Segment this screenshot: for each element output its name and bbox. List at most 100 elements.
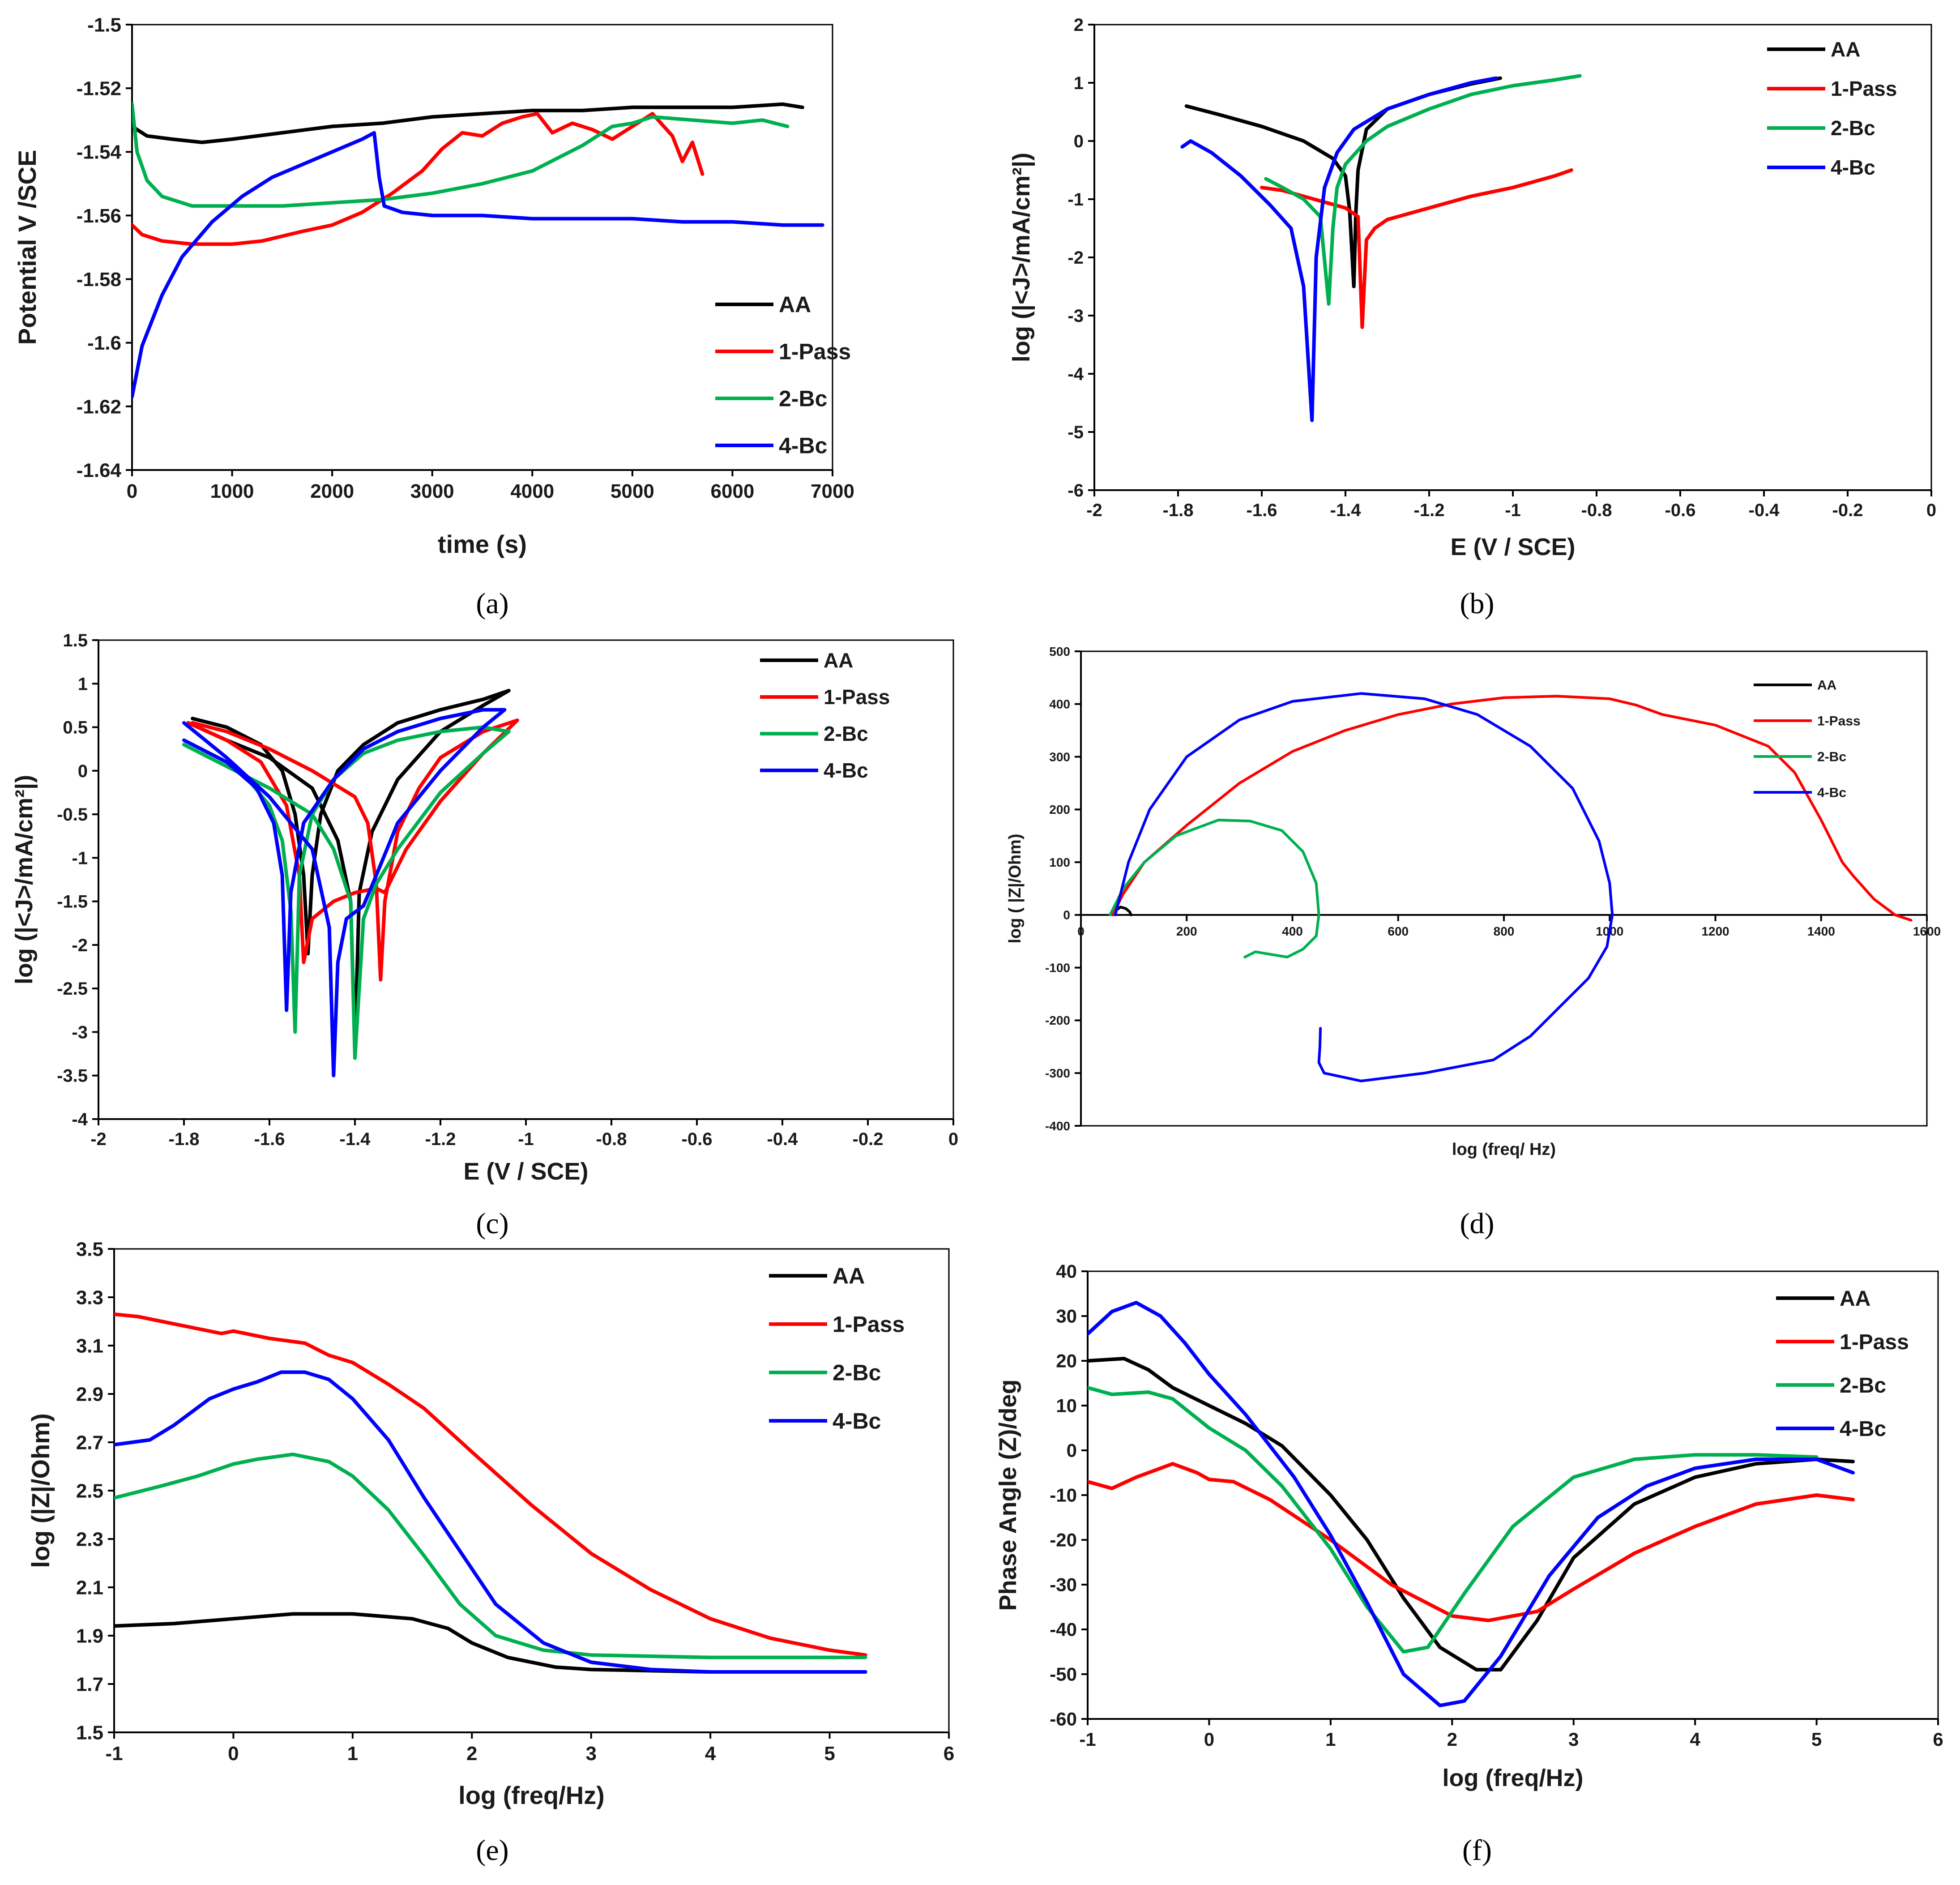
x-tick-label: 1000 bbox=[210, 480, 254, 502]
legend-label: 2-Bc bbox=[824, 722, 868, 745]
y-tick-label: -4 bbox=[1068, 364, 1084, 384]
series-line-1-pass bbox=[1111, 695, 1913, 922]
x-tick-label: 5 bbox=[824, 1743, 835, 1765]
panel-caption: (b) bbox=[1460, 587, 1495, 620]
x-tick-label: 3 bbox=[1568, 1729, 1579, 1750]
y-tick-label: 2.1 bbox=[76, 1577, 103, 1599]
x-tick-label: 0 bbox=[1077, 924, 1085, 938]
y-tick-label: 1.5 bbox=[76, 1722, 103, 1744]
series-line-4-bc bbox=[114, 1370, 867, 1674]
y-tick-label: 3.3 bbox=[76, 1287, 103, 1308]
plot-frame bbox=[1093, 24, 1932, 491]
legend-label: 1-Pass bbox=[779, 339, 851, 364]
legend-label: AA bbox=[1840, 1287, 1870, 1311]
y-tick-label: 0 bbox=[78, 761, 88, 781]
x-tick-label: -1 bbox=[1505, 500, 1521, 520]
y-tick-label: -40 bbox=[1050, 1619, 1077, 1640]
y-tick-label: 0 bbox=[1074, 132, 1084, 151]
x-tick-label: -1.8 bbox=[169, 1129, 200, 1149]
y-tick-label: 1 bbox=[78, 674, 88, 694]
legend-label: 4-Bc bbox=[779, 433, 827, 458]
y-tick-label: -2 bbox=[72, 936, 88, 955]
series-line-aa bbox=[114, 1612, 867, 1674]
y-tick-label: -4 bbox=[72, 1110, 88, 1129]
y-axis-title: log ( |Z|/Ohm) bbox=[1006, 834, 1025, 944]
y-tick-label: 1.7 bbox=[76, 1673, 103, 1695]
y-tick-label: 1 bbox=[1074, 73, 1084, 93]
x-tick-label: 2 bbox=[1447, 1729, 1457, 1750]
legend-label: 1-Pass bbox=[1840, 1330, 1909, 1354]
y-tick-label: -3.5 bbox=[57, 1066, 88, 1086]
series-line-2-bc bbox=[1088, 1386, 1819, 1654]
x-tick-label: -1 bbox=[1079, 1729, 1096, 1750]
legend-label: 2-Bc bbox=[779, 386, 827, 411]
series-line-4-bc bbox=[132, 131, 824, 399]
y-tick-label: 200 bbox=[1049, 803, 1070, 816]
series-line-4-bc bbox=[1088, 1301, 1855, 1707]
x-tick-label: 1 bbox=[347, 1743, 358, 1765]
y-tick-label: 40 bbox=[1056, 1261, 1077, 1282]
y-tick-label: -30 bbox=[1050, 1574, 1077, 1595]
legend-label: 2-Bc bbox=[1817, 750, 1846, 765]
y-tick-label: -1.64 bbox=[77, 459, 122, 481]
y-tick-label: 10 bbox=[1056, 1395, 1077, 1416]
x-tick-label: 600 bbox=[1388, 924, 1409, 938]
y-tick-label: -1.54 bbox=[77, 141, 122, 163]
x-tick-label: 5 bbox=[1811, 1729, 1822, 1750]
y-tick-label: 30 bbox=[1056, 1306, 1077, 1327]
panel-caption: (c) bbox=[476, 1207, 508, 1240]
y-tick-label: -50 bbox=[1050, 1664, 1077, 1685]
y-tick-label: 20 bbox=[1056, 1351, 1077, 1372]
x-tick-label: 5000 bbox=[611, 480, 654, 502]
y-tick-label: -1.52 bbox=[77, 78, 121, 100]
series-line-2-bc bbox=[132, 102, 790, 208]
y-tick-label: -3 bbox=[72, 1022, 88, 1042]
y-tick-label: -1.56 bbox=[77, 205, 121, 227]
x-tick-label: 2 bbox=[466, 1743, 477, 1765]
x-tick-label: 0 bbox=[1926, 500, 1936, 520]
y-tick-label: 0.5 bbox=[63, 718, 88, 738]
plot-frame bbox=[113, 1248, 950, 1733]
x-tick-label: 1 bbox=[1325, 1729, 1336, 1750]
x-tick-label: 7000 bbox=[811, 480, 854, 502]
y-tick-label: 1.5 bbox=[63, 631, 88, 650]
legend-label: 2-Bc bbox=[1831, 116, 1875, 140]
y-tick-label: -1 bbox=[72, 848, 88, 868]
series-line-aa bbox=[186, 688, 511, 1051]
x-tick-label: -0.8 bbox=[1581, 500, 1612, 520]
x-tick-label: -0.2 bbox=[853, 1129, 884, 1149]
legend: AA 1-Pass 2-Bc 4-Bc bbox=[769, 1264, 905, 1434]
x-tick-label: 1400 bbox=[1807, 924, 1835, 938]
y-tick-label: 2.7 bbox=[76, 1432, 103, 1453]
y-tick-label: 500 bbox=[1049, 645, 1070, 658]
legend-label: 2-Bc bbox=[833, 1360, 881, 1385]
legend-label: 4-Bc bbox=[824, 759, 868, 782]
y-tick-label: -1.62 bbox=[77, 396, 121, 418]
legend-label: 1-Pass bbox=[824, 685, 890, 709]
x-tick-label: -1.4 bbox=[340, 1129, 371, 1149]
legend-label: 4-Bc bbox=[1817, 786, 1846, 800]
y-tick-label: -10 bbox=[1050, 1485, 1077, 1506]
legend-label: 1-Pass bbox=[1817, 714, 1861, 729]
series-line-1-pass bbox=[114, 1312, 867, 1657]
x-tick-label: 4 bbox=[705, 1743, 716, 1765]
legend: AA 1-Pass 2-Bc 4-Bc bbox=[1754, 678, 1861, 800]
series-line-2-bc bbox=[1264, 74, 1582, 306]
panel-caption: (a) bbox=[476, 587, 508, 620]
x-axis-title: E (V / SCE) bbox=[1450, 534, 1575, 560]
x-tick-label: -1 bbox=[105, 1743, 123, 1765]
legend-label: 1-Pass bbox=[833, 1312, 905, 1337]
chart-panel-f: -1 0 1 2 3 4 5 6-60-50-40-30-20-10010203040log … bbox=[995, 1261, 1943, 1867]
y-tick-label: -400 bbox=[1045, 1119, 1070, 1133]
series-line-aa bbox=[132, 102, 804, 144]
y-axis-title: log (|<J>/mA/cm²|) bbox=[1008, 153, 1035, 362]
y-tick-label: -3 bbox=[1068, 306, 1084, 326]
x-tick-label: 2000 bbox=[310, 480, 354, 502]
chart-panel-e: -1 0 1 2 3 4 5 6 1.5 1.7 1.9 2.1 2.3 2.5 2.7 2.9 3.1 3.3 3… bbox=[26, 1238, 954, 1867]
x-tick-label: -1.2 bbox=[425, 1129, 456, 1149]
x-tick-label: 0 bbox=[228, 1743, 239, 1765]
chart-panel-d: 0 200 400 600 800 1000 1200 1400 1600-400-300-20… bbox=[1006, 645, 1941, 1240]
y-tick-label: 100 bbox=[1049, 855, 1070, 869]
legend-label: AA bbox=[824, 649, 853, 672]
